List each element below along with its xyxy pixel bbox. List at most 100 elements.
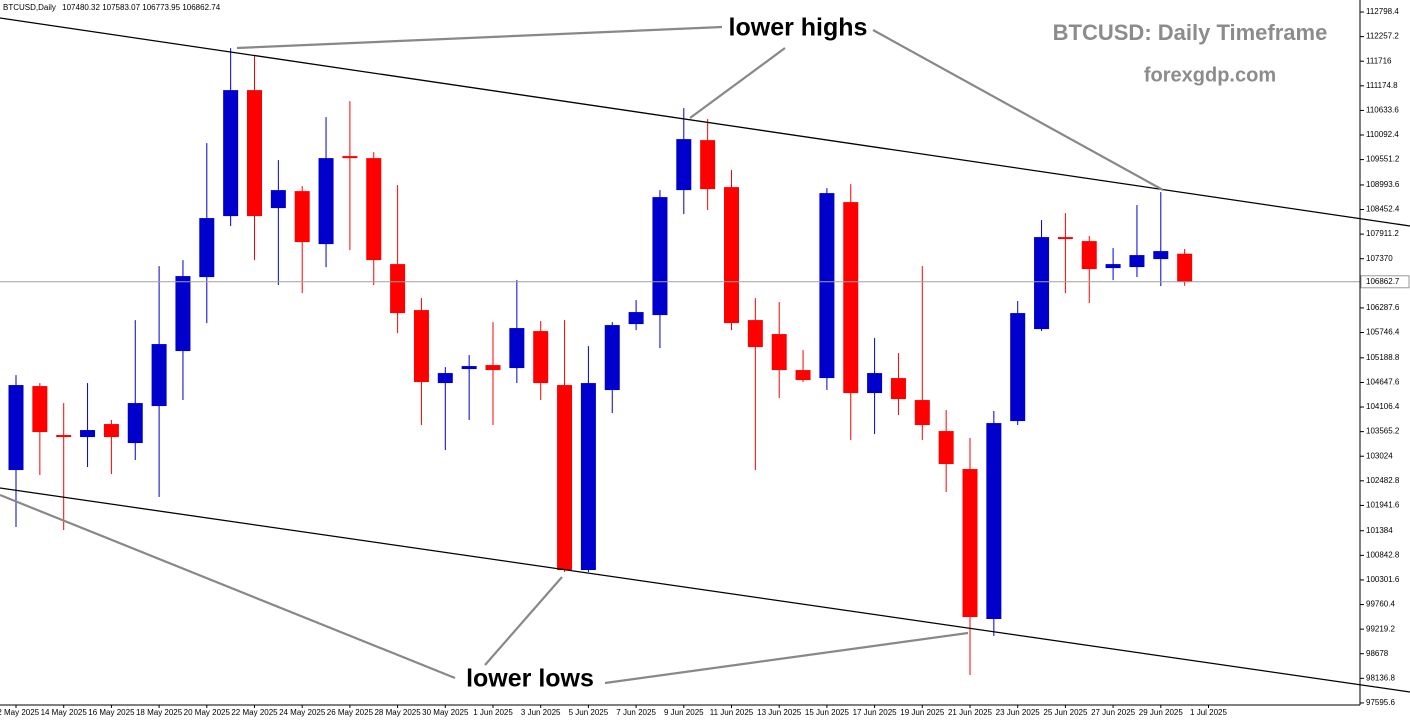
y-tick-label: 109551.2 (1366, 155, 1400, 164)
candle-body (628, 312, 644, 325)
candle-body (580, 383, 596, 571)
pointer (484, 576, 563, 666)
x-tick-label: 15 Jun 2025 (805, 708, 850, 717)
candle-body (1034, 237, 1050, 330)
header: BTCUSD,Daily 107480.32 107583.07 106773.… (3, 3, 221, 12)
candle-body (413, 310, 429, 383)
x-tick-label: 3 Jun 2025 (521, 708, 561, 717)
candle-body (1177, 253, 1193, 282)
candle-body (1129, 255, 1145, 268)
y-tick-label: 101384 (1366, 526, 1393, 535)
pointer (236, 25, 723, 50)
x-tick-label: 20 May 2025 (184, 708, 231, 717)
y-tick-label: 104106.4 (1366, 402, 1400, 411)
last-low: 106773.95 (142, 3, 180, 12)
x-tick-label: 22 May 2025 (231, 708, 278, 717)
chart-title: BTCUSD: Daily Timeframe (1053, 20, 1328, 45)
plot-area (0, 48, 1360, 676)
candle-body (127, 403, 143, 444)
symbol: BTCUSD,Daily (3, 3, 56, 12)
candle-body (771, 334, 787, 371)
candle-body (557, 385, 573, 571)
y-tick-label: 104647.6 (1366, 378, 1400, 387)
y-tick-label: 102482.8 (1366, 476, 1400, 485)
x-tick-label: 16 May 2025 (88, 708, 135, 717)
candle-body (533, 331, 549, 384)
candle-body (843, 202, 859, 394)
last-open: 107480.32 (62, 3, 100, 12)
candle-body (151, 344, 167, 407)
candle-body (890, 378, 906, 400)
y-tick-label: 106287.6 (1366, 303, 1400, 312)
y-tick-label: 112257.2 (1366, 32, 1399, 41)
candle-body (80, 430, 96, 438)
candle-body (461, 366, 477, 370)
y-tick-label: 107370 (1366, 254, 1393, 263)
x-tick-label: 29 Jun 2025 (1139, 708, 1184, 717)
x-tick-label: 21 Jun 2025 (948, 708, 993, 717)
candle-body (270, 190, 286, 209)
last-price-box (1360, 275, 1410, 289)
y-tick-label: 98678 (1366, 649, 1389, 658)
candle-body (986, 423, 1002, 620)
pointer (604, 631, 969, 685)
x-tick-label: 1 Jun 2025 (473, 708, 513, 717)
lower-channel-line (0, 487, 1410, 693)
candle-body (1105, 264, 1121, 269)
y-tick-label: 111174.8 (1366, 81, 1398, 90)
candle-body (199, 218, 215, 278)
y-tick-label: 99760.4 (1366, 600, 1395, 609)
upper-channel-line (0, 17, 1410, 227)
x-tick-label: 1 Jul 2025 (1190, 708, 1227, 717)
pointer (689, 47, 786, 119)
x-tick-label: 28 May 2025 (374, 708, 421, 717)
chart-subtitle: forexgdp.com (1144, 64, 1276, 86)
x-tick-label: 18 May 2025 (136, 708, 183, 717)
candle-body (747, 320, 763, 348)
x-tick-label: 9 Jun 2025 (664, 708, 704, 717)
y-tick-label: 108452.4 (1366, 205, 1400, 214)
annotation: lower highs (729, 14, 868, 42)
candle-body (390, 264, 406, 314)
candle-body (700, 140, 716, 190)
last-high: 107583.07 (102, 3, 140, 12)
candle-body (103, 424, 119, 438)
y-tick-label: 110633.6 (1366, 106, 1399, 115)
candle-body (247, 90, 262, 217)
x-tick-label: 13 Jun 2025 (757, 708, 802, 717)
x-tick-label: 24 May 2025 (279, 708, 326, 717)
annotation: lower lows (466, 665, 594, 693)
x-tick-label: 17 Jun 2025 (853, 708, 898, 717)
x-tick-label: 19 Jun 2025 (900, 708, 945, 717)
candle-body (938, 431, 954, 465)
pointer (872, 29, 1164, 191)
candle-body (1057, 237, 1073, 240)
candle-body (604, 325, 620, 391)
candle-body (223, 90, 239, 217)
y-tick-label: 98136.8 (1366, 673, 1395, 682)
candle-body (366, 158, 382, 261)
candle-body (294, 191, 310, 243)
y-tick-label: 112798.4 (1366, 7, 1399, 16)
candle-body (962, 469, 978, 618)
last-close: 106862.74 (182, 3, 220, 12)
candle-body (509, 328, 525, 369)
candle-body (652, 197, 668, 316)
y-tick-label: 100301.6 (1366, 575, 1400, 584)
y-tick-label: 105746.4 (1366, 328, 1400, 337)
candle-body (676, 139, 692, 191)
candle-body (1081, 241, 1097, 270)
candle-body (914, 400, 930, 426)
y-tick-label: 105188.8 (1366, 353, 1400, 362)
candle-body (32, 386, 48, 433)
y-tick-label: 103024 (1366, 451, 1393, 460)
x-tick-label: 5 Jun 2025 (569, 708, 609, 717)
x-tick-label: 27 Jun 2025 (1091, 708, 1136, 717)
candle-body (867, 373, 883, 394)
candle-body (1153, 251, 1169, 260)
x-tick-label: 12 May 2025 (0, 708, 40, 717)
candle-body (437, 373, 453, 384)
candle-body (795, 370, 811, 381)
candle-body (8, 385, 24, 471)
